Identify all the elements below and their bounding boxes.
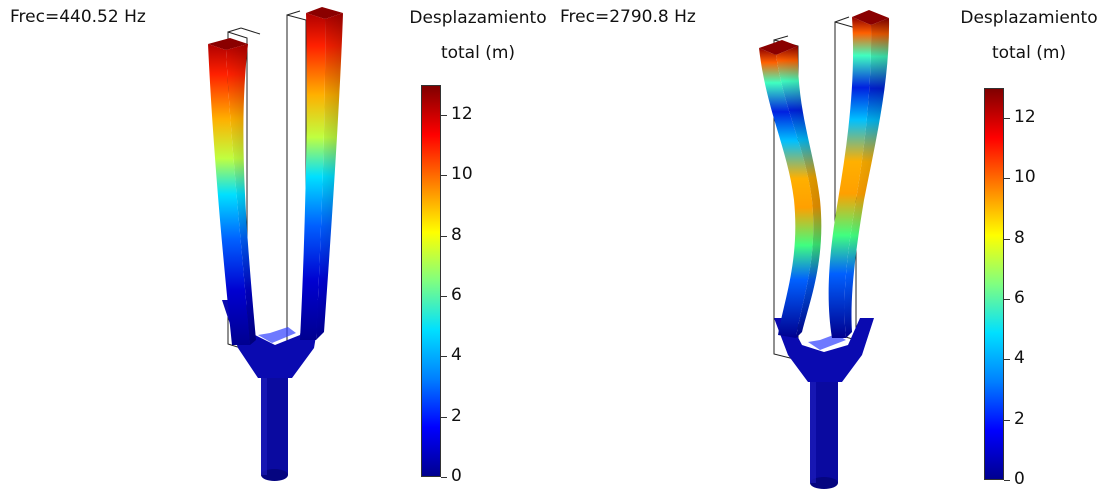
colorbar-title-line2: total (m) — [440, 43, 516, 63]
right-prong — [828, 10, 890, 338]
colorbar-tick — [1004, 359, 1010, 360]
colorbar-tick — [441, 417, 447, 418]
colorbar-title-line1: Desplazamiento — [409, 8, 547, 28]
colorbar — [421, 85, 441, 477]
colorbar-tick — [1004, 480, 1010, 481]
colorbar-tick-label: 12 — [1014, 107, 1036, 127]
colorbar-tick — [441, 236, 447, 237]
left-prong — [208, 38, 256, 345]
colorbar-tick — [441, 115, 447, 116]
colorbar-tick — [441, 477, 447, 478]
tuning-fork-mode-1 — [208, 7, 343, 481]
frequency-label: Frec=2790.8 Hz — [560, 7, 696, 27]
mode-panel-2: Frec=2790.8 Hz — [556, 0, 1111, 492]
colorbar-title: Desplazamiento total (m) — [948, 10, 1110, 62]
tuning-fork-mode-2 — [759, 10, 890, 489]
left-prong — [759, 40, 822, 338]
colorbar-tick — [441, 356, 447, 357]
colorbar-tick-label: 4 — [451, 345, 462, 365]
fork-handle — [810, 378, 838, 489]
fork-base — [774, 318, 874, 382]
colorbar-title: Desplazamiento total (m) — [398, 10, 558, 62]
colorbar-tick — [441, 296, 447, 297]
colorbar-title-line2: total (m) — [991, 43, 1067, 63]
right-prong — [300, 7, 343, 340]
mode-panel-1: Frec=440.52 Hz — [10, 7, 558, 486]
colorbar-tick-label: 6 — [1014, 288, 1025, 308]
colorbar-tick — [1004, 178, 1010, 179]
frequency-label: Frec=440.52 Hz — [10, 7, 146, 27]
colorbar-tick-label: 8 — [1014, 228, 1025, 248]
colorbar-tick — [1004, 239, 1010, 240]
colorbar-tick-label: 0 — [1014, 469, 1025, 489]
colorbar-tick-label: 10 — [1014, 167, 1036, 187]
fork-handle — [261, 375, 288, 481]
colorbar-title-line1: Desplazamiento — [960, 8, 1098, 28]
colorbar-tick-label: 0 — [451, 466, 462, 486]
colorbar-tick — [441, 175, 447, 176]
colorbar-tick — [1004, 420, 1010, 421]
colorbar-tick-label: 10 — [451, 164, 473, 184]
colorbar-tick — [1004, 299, 1010, 300]
colorbar — [984, 88, 1004, 480]
colorbar-tick-label: 12 — [451, 104, 473, 124]
colorbar-tick-label: 6 — [451, 285, 462, 305]
colorbar-tick-label: 4 — [1014, 348, 1025, 368]
colorbar-tick-label: 8 — [451, 225, 462, 245]
colorbar-tick-label: 2 — [1014, 409, 1025, 429]
colorbar-tick-label: 2 — [451, 406, 462, 426]
colorbar-tick — [1004, 118, 1010, 119]
